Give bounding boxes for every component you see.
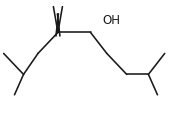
Text: OH: OH <box>102 15 120 27</box>
